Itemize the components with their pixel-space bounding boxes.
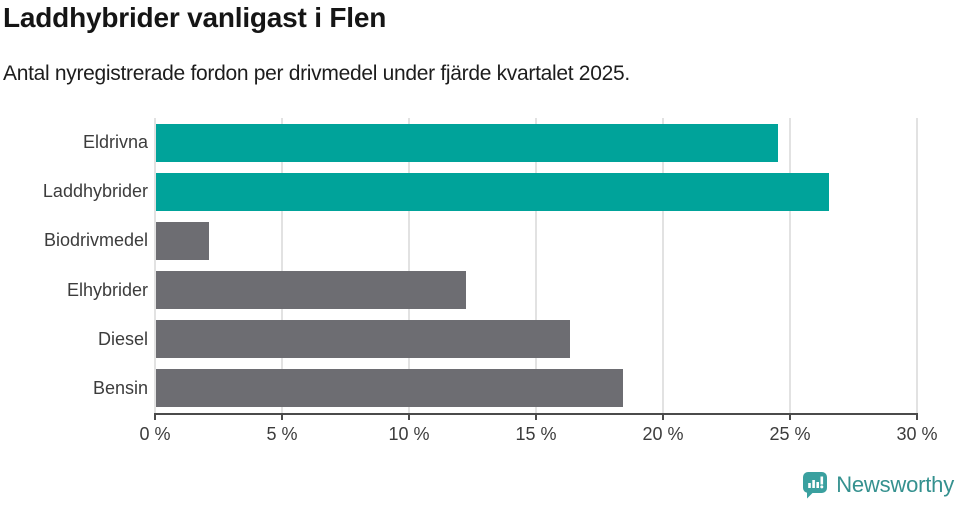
bar-biodrivmedel bbox=[156, 221, 210, 260]
x-axis-tick bbox=[154, 413, 156, 420]
bar-diesel bbox=[156, 320, 571, 359]
x-tick-label: 10 % bbox=[388, 424, 430, 444]
x-axis-tick bbox=[916, 413, 918, 420]
gridline-0 bbox=[154, 118, 156, 413]
gridline-20 bbox=[662, 118, 664, 413]
category-label: Eldrivna bbox=[82, 132, 148, 153]
bar-elhybrider bbox=[156, 271, 466, 310]
x-tick-label: 20 % bbox=[642, 424, 684, 444]
x-tick-label: 25 % bbox=[769, 424, 811, 444]
category-label: Elhybrider bbox=[66, 279, 148, 300]
gridline-25 bbox=[789, 118, 791, 413]
gridline-15 bbox=[535, 118, 537, 413]
x-tick-label: 0 % bbox=[139, 424, 171, 444]
category-label: Laddhybrider bbox=[42, 181, 148, 202]
category-label: Bensin bbox=[92, 377, 148, 398]
gridline-30 bbox=[916, 118, 918, 413]
x-axis-tick bbox=[662, 413, 664, 420]
category-label: Biodrivmedel bbox=[43, 230, 148, 251]
newsworthy-logo-icon bbox=[802, 471, 828, 499]
x-tick-label: 15 % bbox=[515, 424, 557, 444]
bar-eldrivna bbox=[156, 123, 779, 162]
x-axis-tick bbox=[535, 413, 537, 420]
x-axis-tick bbox=[789, 413, 791, 420]
x-tick-label: 5 % bbox=[266, 424, 298, 444]
x-axis-tick bbox=[408, 413, 410, 420]
chart-title: Laddhybrider vanligast i Flen bbox=[3, 2, 387, 33]
bar-bensin bbox=[156, 369, 624, 408]
newsworthy-brand-link[interactable]: Newsworthy bbox=[802, 471, 954, 499]
x-axis-tick bbox=[281, 413, 283, 420]
chart-subtitle: Antal nyregistrerade fordon per drivmede… bbox=[3, 62, 630, 85]
gridline-5 bbox=[281, 118, 283, 413]
x-tick-label: 30 % bbox=[896, 424, 938, 444]
category-label: Diesel bbox=[97, 328, 148, 349]
gridline-10 bbox=[408, 118, 410, 413]
bar-laddhybrider bbox=[156, 172, 830, 211]
newsworthy-brand-label: Newsworthy bbox=[836, 472, 954, 497]
